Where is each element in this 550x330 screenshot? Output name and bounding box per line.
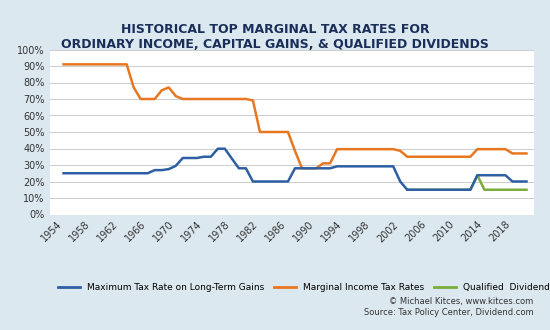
Legend: Maximum Tax Rate on Long-Term Gains, Marginal Income Tax Rates, Qualified  Divid: Maximum Tax Rate on Long-Term Gains, Mar… [54,280,550,296]
Text: HISTORICAL TOP MARGINAL TAX RATES FOR
ORDINARY INCOME, CAPITAL GAINS, & QUALIFIE: HISTORICAL TOP MARGINAL TAX RATES FOR OR… [61,23,489,51]
Text: © Michael Kitces, www.kitces.com
Source: Tax Policy Center, Dividend.com: © Michael Kitces, www.kitces.com Source:… [364,297,534,317]
